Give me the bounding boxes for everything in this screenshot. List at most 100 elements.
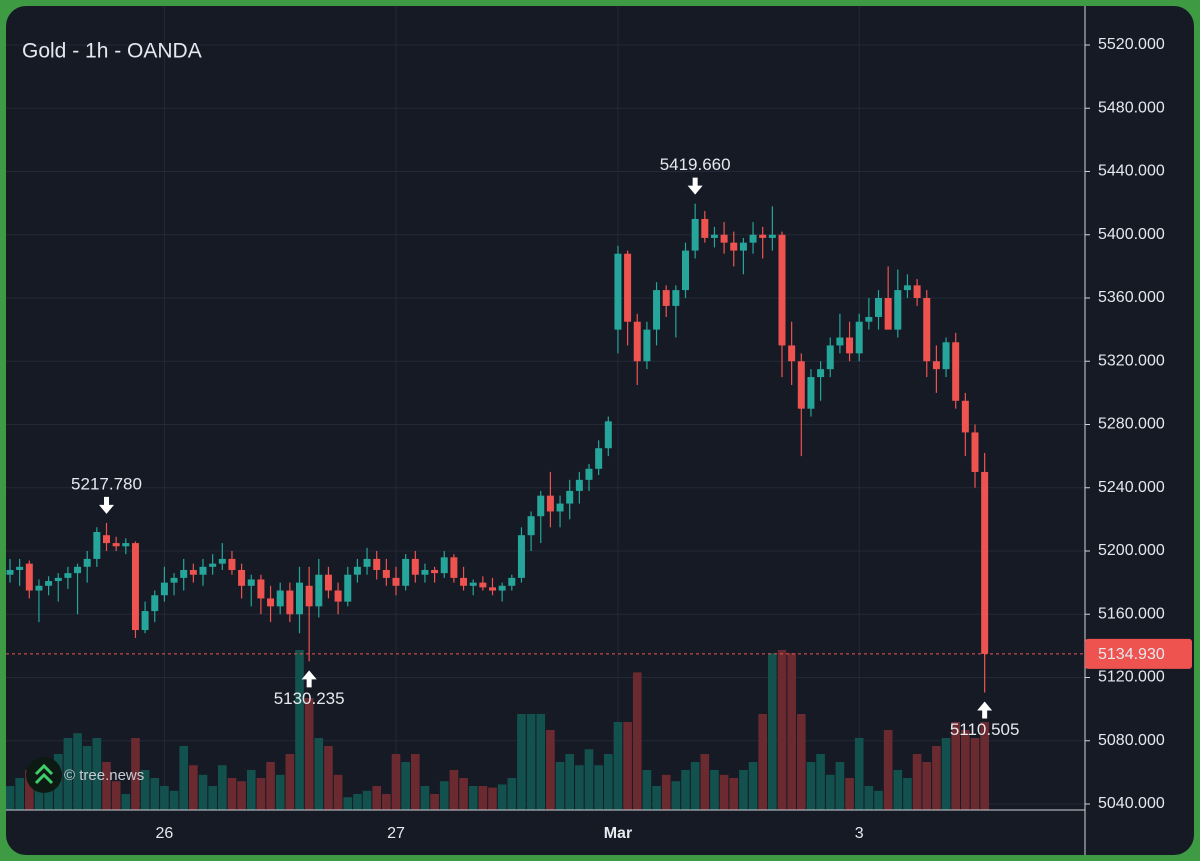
volume-bar (285, 754, 295, 810)
candle-body (923, 298, 931, 362)
candle-body (460, 577, 468, 586)
candle-body (807, 377, 815, 409)
candle-body (267, 598, 275, 607)
volume-bar (160, 786, 169, 810)
volume-bar (497, 784, 507, 810)
volume-bar (34, 781, 44, 810)
candle-body (16, 566, 24, 570)
volume-bar (353, 794, 362, 810)
volume-bar (420, 786, 430, 810)
volume-bar (526, 714, 536, 810)
annotation-arrow (301, 670, 317, 688)
volume-bar (874, 790, 883, 810)
volume-bar (468, 786, 478, 810)
volume-bar (382, 794, 391, 810)
candle-body (363, 558, 371, 567)
volume-bar (970, 738, 980, 810)
volume-bar (15, 778, 24, 810)
candle-body (189, 569, 197, 575)
volume-bar (961, 730, 970, 810)
volume-bar (835, 762, 845, 810)
candle-body (54, 577, 62, 582)
candle-body (373, 558, 381, 570)
volume-bar (845, 778, 854, 810)
candle-body (45, 581, 53, 586)
volume-bar (439, 781, 449, 810)
volume-bar (768, 653, 777, 810)
candle-body (865, 316, 873, 322)
candle-body (546, 495, 554, 512)
candle-body (238, 569, 246, 586)
candle-body (595, 448, 603, 469)
volume-bar (217, 765, 227, 810)
volume-bar (73, 733, 82, 810)
candle-body (228, 558, 236, 570)
candle-body (122, 543, 130, 547)
volume-bar (237, 781, 246, 810)
y-tick-label: 5400.000 (1098, 226, 1165, 243)
candle-body (6, 569, 14, 575)
candle-body (218, 558, 226, 564)
candle-body (324, 574, 332, 591)
candle-body (682, 250, 689, 291)
candle-body (952, 342, 960, 401)
annotation-arrow (977, 701, 993, 719)
candle-body (440, 557, 448, 574)
candle-body (942, 342, 950, 370)
candle-body (305, 585, 313, 607)
candle-body (624, 253, 632, 322)
y-tick-label: 5360.000 (1098, 289, 1165, 306)
candle-body (402, 558, 410, 586)
candle-body (151, 595, 159, 612)
candle-body (894, 290, 902, 330)
volume-bar (623, 722, 632, 810)
volume-bar (546, 730, 555, 810)
annotation-label: 5217.780 (71, 474, 142, 493)
candle-body (421, 569, 429, 575)
y-tick-label: 5480.000 (1098, 99, 1165, 116)
candle-layer (6, 203, 989, 693)
volume-bar (661, 774, 671, 810)
watermark: © tree.news (26, 757, 144, 793)
candle-body (797, 361, 805, 409)
annotation-label: 5419.660 (660, 155, 731, 174)
volume-bar (912, 754, 922, 810)
candle-body (508, 577, 516, 586)
annotation-arrow (687, 177, 703, 195)
watermark-chevrons (34, 763, 54, 785)
volume-bar (806, 762, 816, 810)
volume-bar (208, 786, 217, 810)
volume-bar (903, 778, 912, 810)
candle-body (431, 569, 439, 574)
volume-bar (295, 650, 304, 810)
volume-bar (401, 762, 410, 810)
volume-bar (459, 778, 468, 810)
volume-bar (748, 762, 758, 810)
volume-bar (555, 762, 565, 810)
candle-body (778, 234, 786, 346)
volume-bar (739, 770, 748, 810)
candle-body (93, 532, 101, 559)
volume-bar (63, 738, 73, 810)
candle-body (788, 345, 796, 362)
chart-title: Gold - 1h - OANDA (22, 40, 202, 63)
volume-bar (102, 762, 111, 810)
candle-body (981, 471, 989, 654)
candle-body (913, 285, 921, 298)
volume-bar (449, 770, 459, 810)
volume-bar (777, 650, 787, 810)
candle-body (450, 557, 458, 578)
volume-bar (690, 762, 700, 810)
volume-bar (517, 714, 526, 810)
volume-bar (758, 714, 768, 810)
candle-body (846, 337, 854, 354)
candle-body (575, 479, 583, 491)
volume-bar (893, 770, 903, 810)
candle-body (103, 535, 110, 544)
candle-body (710, 234, 718, 238)
volume-bar (710, 770, 719, 810)
y-tick-label: 5440.000 (1098, 163, 1165, 180)
candle-body (836, 337, 844, 346)
annotation-label: 5130.235 (274, 689, 345, 708)
volume-bar (642, 770, 652, 810)
